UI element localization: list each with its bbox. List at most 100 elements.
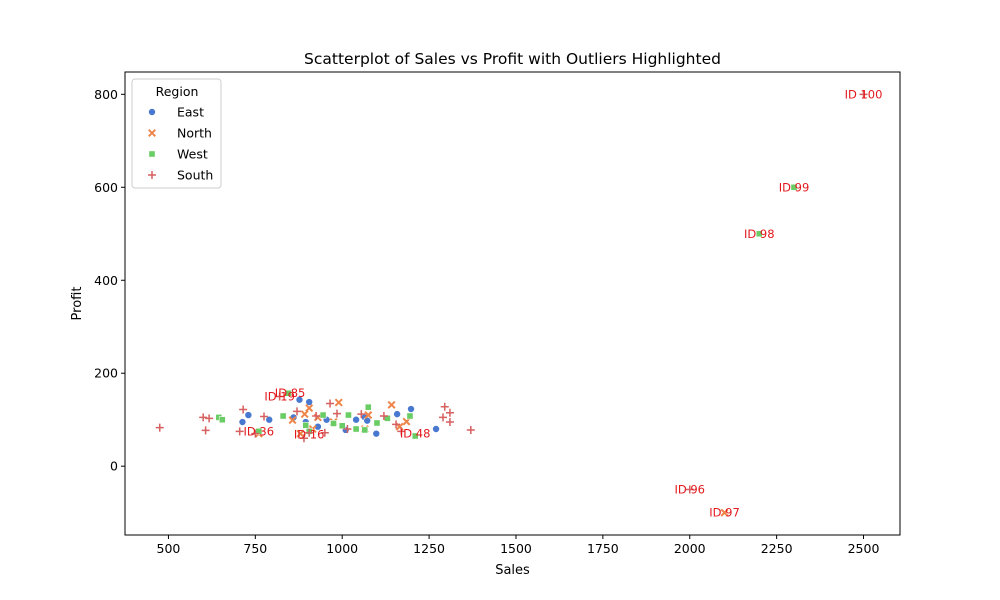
annotation-id-16: ID 16: [294, 428, 325, 442]
point-south-13: [320, 428, 329, 437]
point-south-17: [357, 410, 366, 419]
point-south-11: [305, 428, 314, 437]
point-west-3: [279, 412, 287, 420]
point-north-14: [720, 508, 729, 517]
point-west-12: [361, 426, 369, 434]
x-tick-label-2250: 2250: [761, 541, 793, 556]
point-south-5: [239, 405, 248, 414]
y-tick-label-800: 800: [94, 87, 118, 102]
y-tick-label-600: 600: [94, 180, 118, 195]
point-north-1: [288, 416, 297, 425]
point-east-1: [244, 411, 253, 420]
y-axis-label: Profit: [70, 287, 85, 321]
point-south-3: [205, 414, 214, 423]
point-east-0: [238, 418, 247, 427]
y-tick-label-200: 200: [94, 366, 118, 381]
point-east-15: [407, 405, 416, 414]
point-east-13: [372, 429, 381, 438]
annotation-id-96: ID 96: [674, 482, 705, 496]
annotation-id-48: ID 48: [400, 427, 431, 441]
point-west-8: [330, 420, 337, 427]
legend-box: [131, 78, 222, 189]
point-south-0: [155, 423, 164, 432]
point-west-13: [364, 403, 372, 411]
point-north-4: [305, 404, 314, 413]
point-south-12: [312, 411, 321, 420]
y-tick-label-400: 400: [94, 273, 118, 288]
x-tick-label-1000: 1000: [326, 541, 358, 556]
point-west-14: [373, 419, 381, 427]
point-west-17: [411, 432, 419, 440]
annotation-id-19: ID 19: [264, 389, 295, 403]
point-west-11: [352, 425, 360, 433]
point-south-2: [201, 426, 210, 435]
point-south-14: [326, 399, 335, 408]
annotation-id-85: ID 85: [275, 386, 306, 400]
legend-label-east: East: [177, 105, 204, 120]
plot-frame: [124, 71, 901, 536]
point-west-19: [790, 183, 798, 191]
point-south-9: [293, 407, 302, 416]
point-north-10: [364, 411, 373, 420]
point-east-12: [363, 416, 372, 425]
point-east-14: [393, 410, 402, 419]
point-east-16: [432, 425, 441, 434]
x-tick-label-500: 500: [157, 541, 181, 556]
point-north-8: [334, 398, 343, 407]
legend-entries: East North West South: [147, 105, 213, 183]
x-axis-label: Sales: [495, 563, 530, 578]
point-south-8: [275, 392, 284, 401]
legend: Region East North West South: [131, 78, 222, 189]
x-tick-label-1250: 1250: [413, 541, 445, 556]
x-tick-label-1750: 1750: [587, 541, 619, 556]
point-north-2: [296, 429, 305, 438]
legend-marker-west: [148, 150, 156, 158]
point-west-16: [406, 412, 414, 420]
point-south-10: [299, 434, 308, 443]
x-tick-label-750: 750: [243, 541, 267, 556]
x-tick-label-1500: 1500: [500, 541, 532, 556]
point-west-9: [338, 422, 346, 430]
point-south-25: [466, 425, 475, 434]
point-south-16: [343, 425, 352, 434]
point-north-11: [387, 400, 396, 409]
point-south-1: [199, 413, 208, 422]
legend-marker-south: [148, 171, 156, 179]
x-axis: 500 750 1000 1250 1500 1750 2000 2250 2500: [157, 535, 880, 556]
x-tick-label-2000: 2000: [674, 541, 706, 556]
y-axis: 0 200 400 600 800: [94, 87, 125, 474]
point-south-7: [260, 412, 269, 421]
point-east-10: [352, 415, 361, 424]
point-west-5: [302, 421, 310, 429]
point-west-4: [284, 389, 292, 397]
annotation-id-98: ID 98: [744, 227, 775, 241]
point-south-18: [379, 411, 388, 420]
x-tick-label-2500: 2500: [848, 541, 880, 556]
annotation-id-36: ID 36: [244, 424, 275, 438]
points-layer: [155, 90, 868, 517]
y-tick-label-0: 0: [110, 459, 118, 474]
point-west-1: [218, 416, 226, 424]
point-south-15: [332, 409, 341, 418]
point-east-6: [305, 398, 314, 407]
legend-title: Region: [156, 84, 199, 99]
legend-marker-east: [147, 108, 156, 117]
point-south-20: [397, 427, 406, 436]
point-west-7: [319, 411, 327, 419]
point-south-22: [440, 402, 449, 411]
annotation-id-99: ID 99: [779, 180, 810, 194]
point-south-4: [235, 427, 244, 436]
point-south-21: [438, 413, 447, 422]
point-west-10: [345, 411, 352, 419]
legend-label-south: South: [177, 168, 213, 183]
point-south-23: [445, 418, 454, 427]
point-south-24: [445, 408, 454, 417]
legend-marker-north: [147, 128, 157, 138]
annotation-id-97: ID 97: [709, 506, 740, 520]
annotation-id-100: ID 100: [845, 87, 883, 101]
point-south-27: [859, 90, 868, 99]
point-south-19: [392, 420, 401, 429]
point-south-26: [685, 485, 694, 494]
